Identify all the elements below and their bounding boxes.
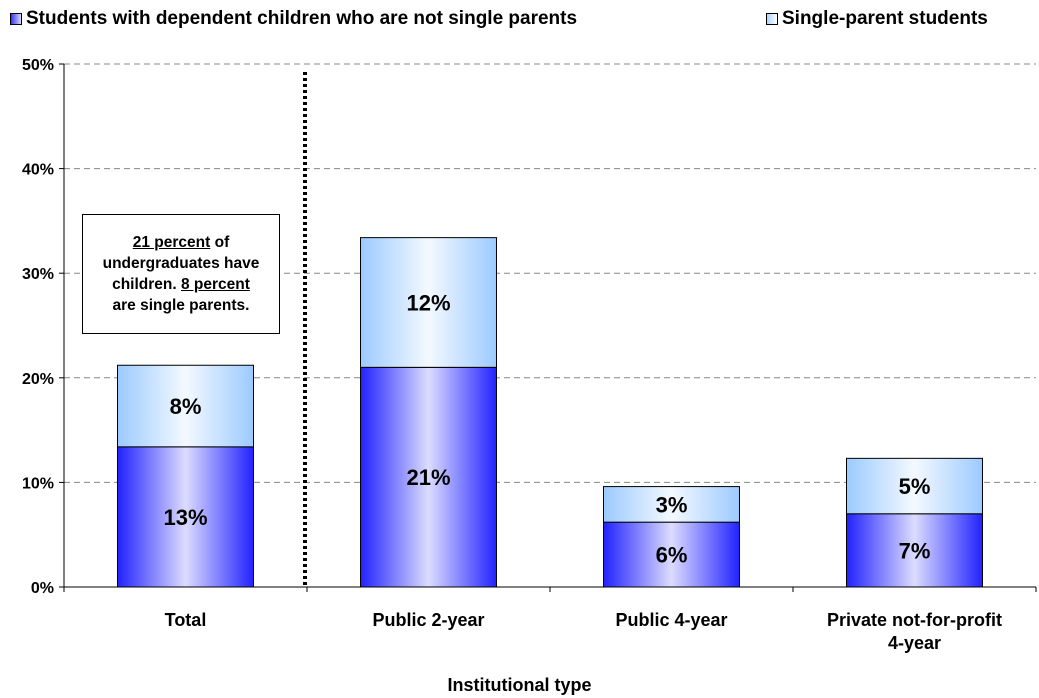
data-label: 3% bbox=[656, 492, 688, 517]
y-tick-label: 20% bbox=[22, 371, 54, 388]
legend-swatch-single-parents bbox=[766, 13, 778, 25]
annotation-line3-start: children. bbox=[112, 276, 181, 293]
data-label: 21% bbox=[406, 465, 450, 490]
bar-segment-non-single-parents bbox=[846, 513, 983, 588]
bar-segment-single-parents bbox=[117, 364, 254, 448]
annotation-8-percent: 8 percent bbox=[180, 276, 250, 293]
bar-segment-non-single-parents bbox=[117, 446, 254, 588]
data-label: 5% bbox=[899, 474, 931, 499]
legend: Students with dependent children who are… bbox=[0, 8, 1039, 34]
x-category-label: Total bbox=[165, 610, 207, 630]
data-label: 6% bbox=[656, 543, 688, 568]
annotation-line1-rest: of bbox=[210, 234, 230, 251]
y-tick-label: 10% bbox=[22, 475, 54, 492]
x-category-label-line: Private not-for-profit bbox=[827, 610, 1002, 630]
bar-segment-non-single-parents bbox=[360, 366, 497, 588]
x-category-label: Public 4-year bbox=[615, 610, 727, 630]
legend-item-single-parents: Single-parent students bbox=[766, 8, 988, 30]
data-labels: 13% 8% 21% 12% 6% 3% 7% 5% bbox=[163, 290, 930, 567]
bar-segment-single-parents bbox=[603, 486, 740, 523]
legend-label-single-parents: Single-parent students bbox=[782, 8, 988, 29]
annotation-line2: undergraduates have bbox=[102, 255, 260, 272]
annotation-line4: are single parents. bbox=[112, 297, 250, 314]
annotation-text: 21 percent of undergraduates have childr… bbox=[103, 232, 260, 316]
legend-item-non-single-parents: Students with dependent children who are… bbox=[10, 8, 577, 30]
bars bbox=[117, 237, 983, 588]
data-label: 12% bbox=[406, 290, 450, 315]
annotation-21-percent: 21 percent bbox=[132, 234, 211, 251]
legend-swatch-non-single-parents bbox=[10, 13, 22, 25]
axes: 0% 10% 20% 30% 40% 50% Total Public 2-year Publi… bbox=[22, 57, 1037, 653]
bar-segment-non-single-parents bbox=[603, 521, 740, 588]
x-category-label-line: Public 2-year bbox=[372, 610, 484, 630]
bar-segment-single-parents bbox=[846, 457, 983, 515]
x-category-label: Private not-for-profit 4-year bbox=[827, 610, 1002, 653]
data-label: 8% bbox=[170, 394, 202, 419]
x-category-label-line: 4-year bbox=[888, 633, 941, 653]
x-category-label: Public 2-year bbox=[372, 610, 484, 630]
x-axis-title: Institutional type bbox=[447, 675, 592, 695]
x-category-label-line: Total bbox=[165, 610, 207, 630]
y-tick-label: 0% bbox=[31, 580, 54, 597]
data-label: 13% bbox=[163, 505, 207, 530]
y-tick-label: 40% bbox=[22, 162, 54, 179]
legend-label-non-single-parents: Students with dependent children who are… bbox=[26, 8, 578, 29]
y-tick-label: 50% bbox=[22, 57, 54, 74]
y-tick-label: 30% bbox=[22, 266, 54, 283]
x-category-label-line: Public 4-year bbox=[615, 610, 727, 630]
data-label: 7% bbox=[899, 538, 931, 563]
annotation-box: 21 percent of undergraduates have childr… bbox=[82, 214, 280, 334]
bar-segment-single-parents bbox=[360, 237, 497, 368]
